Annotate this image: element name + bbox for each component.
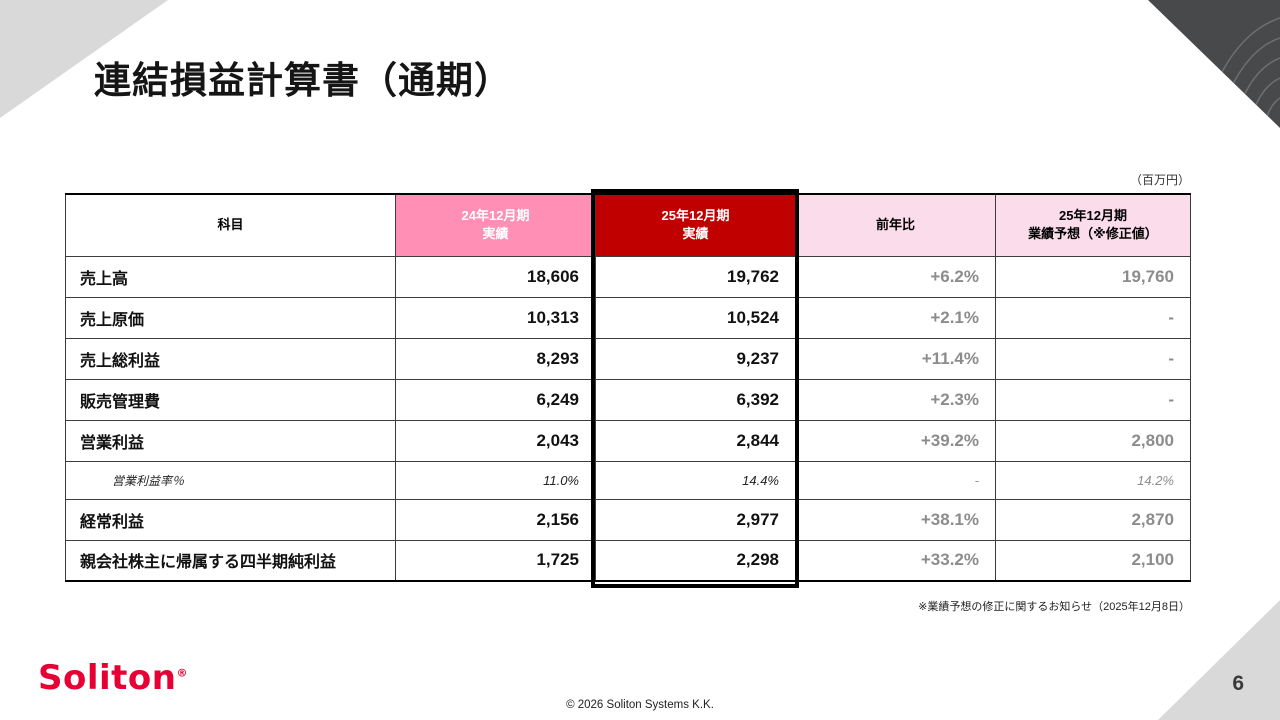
row-label: 営業利益 (65, 419, 396, 462)
table-row-operating-income: 営業利益 2,043 2,844 +39.2% 2,800 (65, 419, 1191, 462)
col-header-fy25-actual: 25年12月期 実績 (595, 193, 796, 257)
corner-decoration-top-right (1148, 0, 1280, 128)
yoy-value: +39.2% (795, 419, 996, 462)
col-header-yoy: 前年比 (795, 193, 996, 257)
col-header-yoy-label: 前年比 (875, 217, 915, 233)
forecast-value: 19,760 (995, 255, 1191, 298)
table-row-operating-margin: 営業利益率％ 11.0% 14.4% - 14.2% (65, 460, 1191, 500)
yoy-value: +38.1% (795, 498, 996, 541)
row-label: 売上高 (65, 255, 396, 298)
row-label: 経常利益 (65, 498, 396, 541)
row-label: 売上総利益 (65, 337, 396, 380)
table-row-cost-of-sales: 売上原価 10,313 10,524 +2.1% - (65, 296, 1191, 339)
fy25-value: 14.4% (595, 460, 796, 500)
fy24-value: 1,725 (395, 539, 596, 582)
yoy-value: +33.2% (795, 539, 996, 582)
row-label: 営業利益率％ (65, 460, 396, 500)
page-title: 連結損益計算書（通期） (94, 60, 512, 101)
fy24-value: 6,249 (395, 378, 596, 421)
table-header-row: 科目 24年12月期 実績 25年12月期 実績 前年比 25年12月期 業績予… (65, 193, 1191, 257)
fy24-value: 11.0% (395, 460, 596, 500)
row-label: 販売管理費 (65, 378, 396, 421)
yoy-value: +6.2% (795, 255, 996, 298)
col-header-fy24-line1: 24年12月期 (461, 208, 530, 224)
fy24-value: 2,156 (395, 498, 596, 541)
col-header-fy24-actual: 24年12月期 実績 (395, 193, 596, 257)
fy25-value: 9,237 (595, 337, 796, 380)
fy25-value: 2,844 (595, 419, 796, 462)
row-label: 売上原価 (65, 296, 396, 339)
fy24-value: 10,313 (395, 296, 596, 339)
col-header-subject: 科目 (65, 193, 396, 257)
forecast-value: 2,100 (995, 539, 1191, 582)
table-row-net-sales: 売上高 18,606 19,762 +6.2% 19,760 (65, 255, 1191, 298)
forecast-value: - (995, 337, 1191, 380)
copyright-text: © 2026 Soliton Systems K.K. (566, 699, 714, 711)
col-header-fy24-line2: 実績 (482, 226, 509, 242)
col-header-fy25-line2: 実績 (682, 226, 709, 242)
unit-note: （百万円） (1129, 173, 1190, 187)
fy25-value: 19,762 (595, 255, 796, 298)
col-header-forecast-line1: 25年12月期 (1059, 208, 1127, 224)
forecast-value: 2,800 (995, 419, 1191, 462)
registered-trademark-icon: ® (176, 666, 188, 680)
soliton-logo: Soliton® (38, 658, 188, 698)
col-header-forecast-line2: 業績予想（※修正値） (1028, 226, 1158, 242)
forecast-value: - (995, 378, 1191, 421)
logo-text: Soliton (38, 658, 177, 698)
row-label: 親会社株主に帰属する四半期純利益 (65, 539, 396, 582)
col-header-subject-label: 科目 (217, 217, 244, 233)
wave-pattern-icon (1199, 17, 1280, 128)
forecast-value: 2,870 (995, 498, 1191, 541)
fy25-value: 6,392 (595, 378, 796, 421)
fy25-value: 10,524 (595, 296, 796, 339)
fy24-value: 8,293 (395, 337, 596, 380)
yoy-value: - (795, 460, 996, 500)
table-row-gross-profit: 売上総利益 8,293 9,237 +11.4% - (65, 337, 1191, 380)
income-statement-table: 科目 24年12月期 実績 25年12月期 実績 前年比 25年12月期 業績予… (65, 193, 1191, 582)
fy25-value: 2,298 (595, 539, 796, 582)
page-number: 6 (1232, 672, 1244, 695)
footnote: ※業績予想の修正に関するお知らせ（2025年12月8日） (918, 601, 1190, 613)
col-header-fy25-line1: 25年12月期 (661, 208, 730, 224)
yoy-value: +2.3% (795, 378, 996, 421)
table-row-net-income: 親会社株主に帰属する四半期純利益 1,725 2,298 +33.2% 2,10… (65, 539, 1191, 582)
table-row-sga: 販売管理費 6,249 6,392 +2.3% - (65, 378, 1191, 421)
table-row-ordinary-income: 経常利益 2,156 2,977 +38.1% 2,870 (65, 498, 1191, 541)
yoy-value: +2.1% (795, 296, 996, 339)
forecast-value: - (995, 296, 1191, 339)
fy24-value: 2,043 (395, 419, 596, 462)
forecast-value: 14.2% (995, 460, 1191, 500)
fy25-value: 2,977 (595, 498, 796, 541)
fy24-value: 18,606 (395, 255, 596, 298)
yoy-value: +11.4% (795, 337, 996, 380)
col-header-forecast: 25年12月期 業績予想（※修正値） (995, 193, 1191, 257)
